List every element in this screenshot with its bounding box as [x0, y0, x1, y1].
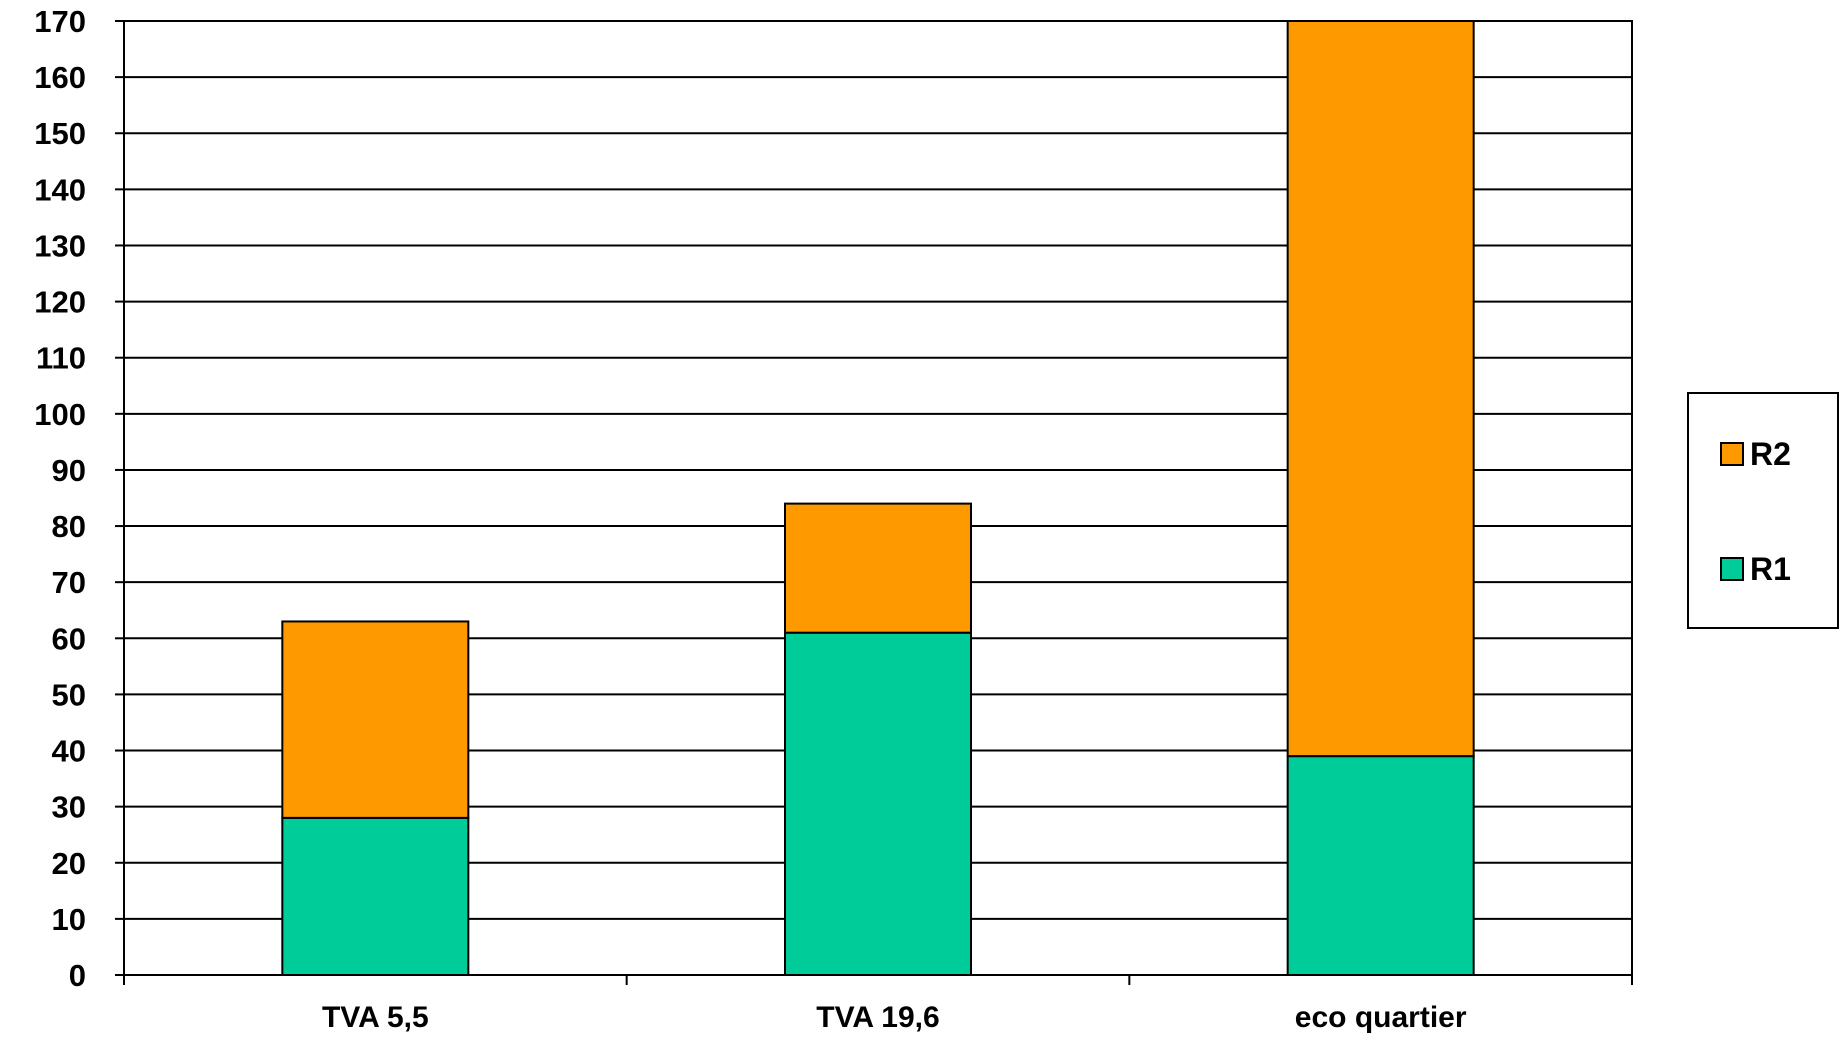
y-tick-label: 40	[52, 734, 86, 769]
y-tick-label: 20	[52, 846, 86, 881]
y-tick-label: 70	[52, 565, 86, 600]
x-axis-ticks: TVA 5,5 TVA 19,6 eco quartier	[123, 975, 1633, 1034]
bar-r1-2	[784, 631, 972, 977]
bar-r2-3	[1286, 20, 1475, 758]
legend-box	[1687, 392, 1839, 629]
legend-label-r1: R1	[1750, 551, 1791, 587]
bar-r2-2	[784, 502, 972, 634]
y-tick-label: 140	[34, 172, 86, 207]
x-tick-label: TVA 19,6	[816, 1001, 939, 1034]
y-tick-label: 160	[34, 60, 86, 95]
legend-swatch-r2	[1720, 442, 1744, 466]
y-tick-label: 30	[52, 790, 86, 825]
y-tick-label: 60	[52, 621, 86, 656]
bars	[281, 20, 1475, 977]
y-tick-label: 0	[69, 958, 86, 993]
y-tick-label: 130	[34, 228, 86, 263]
legend-swatch-r1	[1720, 557, 1744, 581]
y-tick-label: 90	[52, 453, 86, 488]
x-tick-label: TVA 5,5	[322, 1001, 429, 1034]
y-tick-label: 120	[34, 285, 86, 320]
bar-r1-1	[281, 816, 470, 977]
y-tick-label: 150	[34, 116, 86, 151]
y-tick-label: 10	[52, 902, 86, 937]
bar-r1-3	[1286, 755, 1475, 976]
x-tick-label: eco quartier	[1295, 1001, 1467, 1034]
y-tick-label: 100	[34, 397, 86, 432]
y-tick-label: 170	[34, 4, 86, 39]
legend: R2 R1	[1687, 392, 1839, 629]
legend-label-r2: R2	[1750, 436, 1791, 472]
y-tick-label: 80	[52, 509, 86, 544]
y-tick-label: 50	[52, 677, 86, 712]
bar-r2-1	[281, 620, 470, 819]
y-axis-ticks: 0 10 20 30 40 50 60 70 80 90 100 110 120 130 140 150 160…	[34, 4, 124, 993]
y-tick-label: 110	[36, 341, 86, 376]
